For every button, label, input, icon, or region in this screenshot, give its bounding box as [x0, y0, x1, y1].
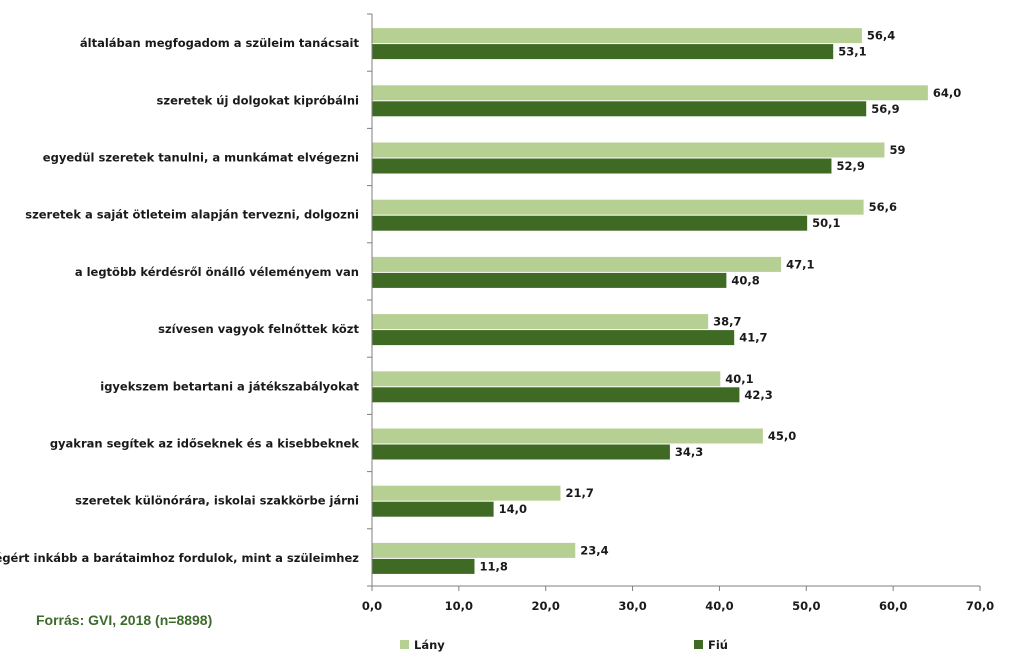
data-label: 64,0 [933, 86, 961, 100]
category-label: segítségért inkább a barátaimhoz fordulo… [0, 551, 359, 565]
x-tick-label: 0,0 [362, 599, 382, 613]
bar-fiu [372, 387, 740, 403]
data-label: 45,0 [768, 429, 796, 443]
bar-fiu [372, 44, 834, 60]
data-label: 23,4 [580, 543, 608, 557]
data-label: 11,8 [479, 559, 507, 573]
category-label: igyekszem betartani a játékszabályokat [100, 379, 359, 393]
bar-lany [372, 256, 782, 272]
legend-label-lany: Lány [414, 638, 445, 652]
bar-fiu [372, 158, 832, 174]
bars-group [372, 28, 928, 574]
data-label: 21,7 [565, 486, 593, 500]
data-label: 34,3 [675, 445, 703, 459]
legend: Lány Fiú [400, 638, 728, 652]
bar-fiu [372, 501, 494, 517]
category-labels-group: általában megfogadom a szüleim tanácsait… [0, 36, 360, 565]
axes-group: 0,0 10,0 20,0 30,0 40,0 50,0 60,0 70,0 [362, 13, 994, 613]
data-label: 42,3 [744, 388, 772, 402]
bar-lany [372, 542, 576, 558]
bar-lany [372, 28, 862, 44]
category-label: a legtöbb kérdésről önálló véleményem va… [75, 265, 359, 279]
bar-lany [372, 85, 928, 101]
x-tick-label: 60,0 [879, 599, 907, 613]
data-label: 53,1 [838, 45, 866, 59]
category-label: általában megfogadom a szüleim tanácsait [80, 36, 360, 50]
legend-swatch-lany [400, 640, 409, 649]
x-tick-label: 50,0 [792, 599, 820, 613]
bar-fiu [372, 330, 735, 346]
bar-fiu [372, 558, 475, 574]
data-label: 50,1 [812, 216, 840, 230]
bar-fiu [372, 444, 670, 460]
legend-swatch-fiu [694, 640, 703, 649]
category-label: szeretek a saját ötleteim alapján tervez… [25, 208, 359, 222]
data-label: 47,1 [786, 257, 814, 271]
value-labels-group: 56,453,1 64,0 56,9 59 52,9 56,6 50,1 47,1 40,8 38… [479, 29, 961, 574]
data-label: 40,8 [731, 273, 759, 287]
bar-lany [372, 371, 721, 387]
data-label: 56,9 [871, 102, 899, 116]
bar-lany [372, 485, 561, 501]
x-tick-label: 40,0 [705, 599, 733, 613]
data-label: 14,0 [499, 502, 527, 516]
category-label: szeretek különórára, iskolai szakkörbe j… [75, 494, 359, 508]
category-label: szívesen vagyok felnőttek közt [158, 322, 359, 336]
bar-lany [372, 142, 885, 158]
bar-fiu [372, 272, 727, 288]
x-tick-label: 70,0 [966, 599, 994, 613]
data-label: 38,7 [713, 315, 741, 329]
data-label: 56,6 [869, 200, 897, 214]
source-note: Forrás: GVI, 2018 (n=8898) [36, 612, 213, 628]
bar-lany [372, 314, 709, 330]
bar-lany [372, 199, 864, 215]
category-label: gyakran segítek az időseknek és a kisebb… [50, 437, 360, 451]
category-label: szeretek új dolgokat kipróbálni [157, 93, 359, 107]
bar-fiu [372, 101, 867, 117]
data-label: 59 [889, 143, 905, 157]
data-label: 56,4 [867, 29, 895, 43]
data-label: 40,1 [725, 372, 753, 386]
x-tick-label: 20,0 [532, 599, 560, 613]
data-label: 52,9 [836, 159, 864, 173]
bar-lany [372, 428, 763, 444]
bar-fiu [372, 215, 808, 231]
legend-label-fiu: Fiú [708, 638, 728, 652]
x-tick-label: 30,0 [618, 599, 646, 613]
data-label: 41,7 [739, 331, 767, 345]
x-tick-label: 10,0 [445, 599, 473, 613]
category-label: egyedül szeretek tanulni, a munkámat elv… [43, 151, 359, 165]
